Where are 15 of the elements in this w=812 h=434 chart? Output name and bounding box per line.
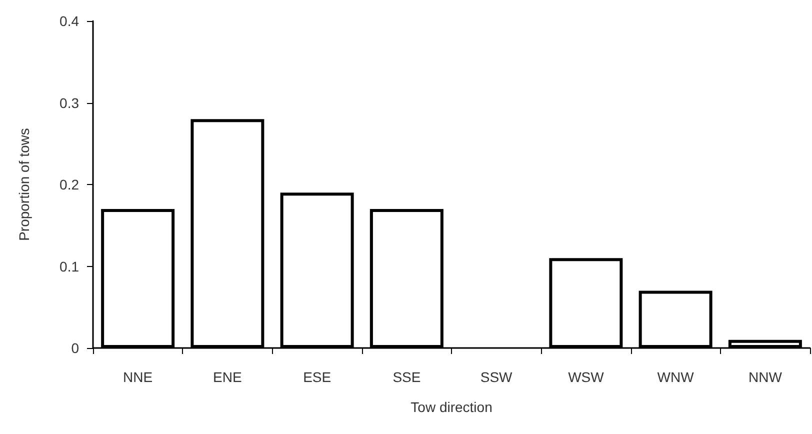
x-tick-label: ESE: [303, 369, 332, 385]
x-axis-title: Tow direction: [410, 399, 492, 415]
y-axis-title: Proportion of tows: [16, 128, 32, 241]
x-tick-label: ENE: [213, 369, 242, 385]
x-tick-label: SSE: [392, 369, 421, 385]
x-tick-label: WSW: [568, 369, 605, 385]
y-tick-label: 0.3: [60, 94, 80, 111]
y-tick-label: 0.4: [60, 13, 80, 29]
y-tick-label: 0: [71, 340, 80, 356]
y-tick-label: 0.2: [60, 176, 80, 192]
x-tick-label: WNW: [657, 369, 695, 385]
x-tick-label: NNW: [748, 369, 783, 385]
x-tick-label: NNE: [123, 369, 153, 385]
x-tick-label: SSW: [480, 369, 514, 385]
y-tick-label: 0.1: [60, 258, 80, 274]
